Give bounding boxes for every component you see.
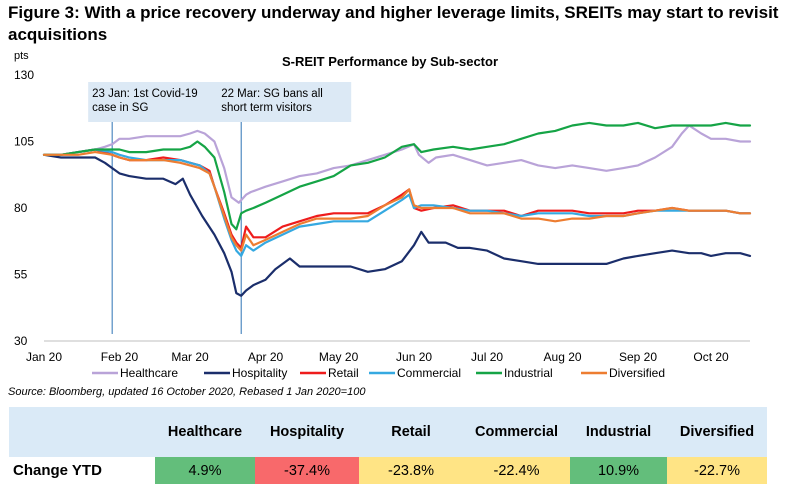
table-header-row: Healthcare Hospitality Retail Commercial… (9, 407, 767, 457)
series-line-healthcare (42, 124, 752, 204)
annotation-box (88, 82, 223, 122)
value-diversified: -22.7% (667, 457, 767, 484)
value-commercial: -22.4% (463, 457, 570, 484)
annotation-box (217, 82, 352, 122)
x-tick-label: May 20 (319, 350, 359, 364)
y-tick-label: 80 (14, 201, 28, 215)
y-axis: 30 55 80 105 130 (14, 68, 34, 348)
x-tick-label: Apr 20 (248, 350, 284, 364)
y-tick-label: 30 (14, 334, 28, 348)
x-tick-label: Oct 20 (693, 350, 729, 364)
annotation-text: 23 Jan: 1st Covid-19 (92, 88, 197, 100)
source-note: Source: Bloomberg, updated 16 October 20… (8, 386, 366, 398)
series-line-industrial (42, 121, 752, 231)
chart-title: S-REIT Performance by Sub-sector (282, 54, 498, 69)
legend-label-industrial: Industrial (504, 366, 553, 380)
x-tick-label: Aug 20 (544, 350, 582, 364)
header-diversified: Diversified (667, 407, 767, 457)
series-lines (42, 121, 752, 297)
header-industrial: Industrial (570, 407, 667, 457)
legend-label-healthcare: Healthcare (120, 366, 178, 380)
value-healthcare: 4.9% (155, 457, 255, 484)
legend-label-commercial: Commercial (397, 366, 461, 380)
header-empty-cell (9, 407, 155, 457)
y-axis-unit: pts (14, 50, 29, 62)
x-tick-label: Sep 20 (619, 350, 657, 364)
row-label: Change YTD (9, 457, 155, 484)
legend-label-retail: Retail (328, 366, 359, 380)
header-healthcare: Healthcare (155, 407, 255, 457)
x-axis: Jan 20 Feb 20 Mar 20 Apr 20 May 20 Jun 20 Jul … (26, 340, 750, 364)
value-retail: -23.8% (359, 457, 463, 484)
header-commercial: Commercial (463, 407, 570, 457)
series-line-hospitality (42, 153, 752, 297)
y-tick-label: 130 (14, 68, 34, 82)
header-retail: Retail (359, 407, 463, 457)
legend-label-hospitality: Hospitality (232, 366, 287, 380)
line-chart: S-REIT Performance by Sub-sector pts 30 5… (14, 50, 752, 380)
x-tick-label: Feb 20 (101, 350, 139, 364)
series-line-diversified (42, 150, 752, 252)
annotation-text: 22 Mar: SG bans all (221, 88, 323, 100)
x-tick-label: Jul 20 (471, 350, 503, 364)
header-hospitality: Hospitality (255, 407, 359, 457)
legend-label-diversified: Diversified (609, 366, 665, 380)
x-tick-label: Jun 20 (396, 350, 432, 364)
change-ytd-table: Healthcare Hospitality Retail Commercial… (9, 407, 767, 484)
annotations: 23 Jan: 1st Covid-19 case in SG 22 Mar: SG… (88, 82, 352, 334)
y-tick-label: 55 (14, 268, 28, 282)
value-hospitality: -37.4% (255, 457, 359, 484)
x-tick-label: Jan 20 (26, 350, 62, 364)
annotation-text: case in SG (92, 102, 148, 114)
y-tick-label: 105 (14, 135, 34, 149)
annotation-text: short term visitors (221, 102, 312, 114)
figure-title: Figure 3: With a price recovery underway… (8, 3, 779, 44)
chart-legend: Healthcare Hospitality Retail Commercial Ind… (92, 366, 665, 380)
value-industrial: 10.9% (570, 457, 667, 484)
table-row: Change YTD 4.9% -37.4% -23.8% -22.4% 10.… (9, 457, 767, 484)
series-line-commercial (42, 148, 752, 257)
x-tick-label: Mar 20 (171, 350, 209, 364)
